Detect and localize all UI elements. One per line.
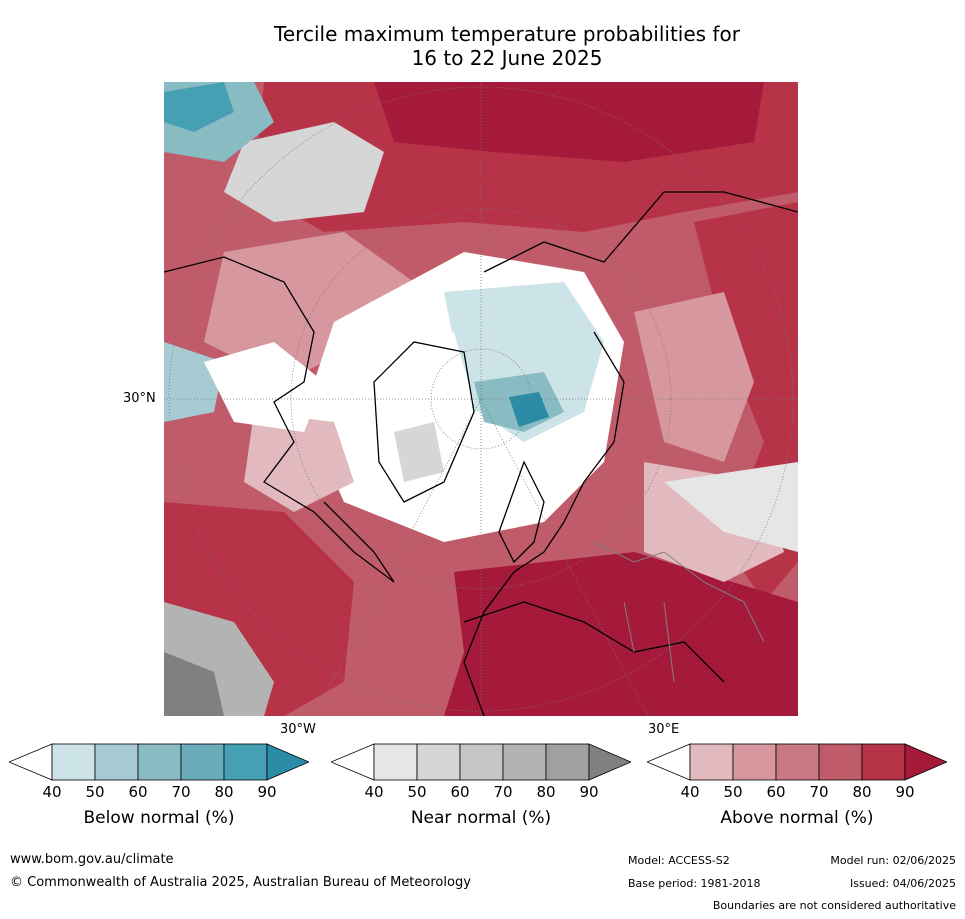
colorbar-cell xyxy=(51,743,96,781)
colorbar-below-cells xyxy=(9,743,309,781)
tick-label: 60 xyxy=(450,783,470,801)
region-near-normal-asia xyxy=(664,462,798,552)
colorbar-cell xyxy=(861,743,906,781)
colorbar-extend-high xyxy=(588,743,631,781)
colorbar-cell xyxy=(373,743,418,781)
colorbar-near-ticks: 40 50 60 70 80 90 xyxy=(331,783,631,803)
colorbar-extend-low xyxy=(9,743,53,781)
colorbar-cell xyxy=(775,743,820,781)
tick-label: 80 xyxy=(852,783,872,801)
region-light-red-band xyxy=(204,232,414,382)
tick-label: 90 xyxy=(579,783,599,801)
colorbar-below-normal: 40 50 60 70 80 90 Below normal (%) xyxy=(9,742,309,828)
colorbar-cell xyxy=(416,743,461,781)
region-above-deep-pacific xyxy=(374,82,764,162)
footer-issued: Issued: 04/06/2025 xyxy=(849,877,956,890)
coastline-greenland xyxy=(373,341,475,503)
tick-label: 70 xyxy=(493,783,513,801)
region-near-normal-bering xyxy=(224,122,384,222)
colorbar-above-label: Above normal (%) xyxy=(720,808,874,828)
tick-label: 40 xyxy=(42,783,62,801)
region-above-europe xyxy=(444,552,798,716)
tick-label: 50 xyxy=(723,783,743,801)
colorbar-extend-high xyxy=(904,743,947,781)
footer-url[interactable]: www.bom.gov.au/climate xyxy=(10,852,174,867)
tick-label: 40 xyxy=(364,783,384,801)
footer-model: Model: ACCESS-S2 xyxy=(628,854,730,867)
region-light-red-siberia xyxy=(634,292,754,462)
national-borders xyxy=(593,541,765,683)
colorbar-above-cells xyxy=(647,743,947,781)
tick-label: 90 xyxy=(895,783,915,801)
tick-label: 50 xyxy=(85,783,105,801)
colorbar-cell xyxy=(732,743,777,781)
tick-label: 80 xyxy=(214,783,234,801)
colorbar-below-ticks: 40 50 60 70 80 90 xyxy=(9,783,309,803)
tick-label: 50 xyxy=(407,783,427,801)
colorbar-cell xyxy=(94,743,139,781)
colorbar-extend-low xyxy=(331,743,375,781)
colorbar-near-label: Near normal (%) xyxy=(410,808,552,828)
colorbar-below-label: Below normal (%) xyxy=(83,808,235,828)
region-below-alaska-dark xyxy=(164,82,234,132)
coastline-eurasia xyxy=(463,191,798,716)
colorbar-cell xyxy=(459,743,504,781)
footer-model-run: Model run: 02/06/2025 xyxy=(830,854,956,867)
region-greenland xyxy=(364,332,474,482)
coastline-mediterranean xyxy=(463,601,725,683)
tick-label: 40 xyxy=(680,783,700,801)
region-near-normal-greenland xyxy=(394,422,444,482)
colorbar-near-normal: 40 50 60 70 80 90 Near normal (%) xyxy=(331,742,631,828)
colorbar-near-cells xyxy=(331,743,631,781)
footer-copyright: © Commonwealth of Australia 2025, Austra… xyxy=(10,875,471,890)
colorbar-cell xyxy=(223,743,268,781)
colorbar-cell xyxy=(180,743,225,781)
coastline-north-america xyxy=(164,256,395,583)
probability-map[interactable] xyxy=(164,82,798,716)
tick-label: 70 xyxy=(171,783,191,801)
coastline-scandinavia xyxy=(498,460,545,564)
colorbar-cell xyxy=(545,743,590,781)
footer-base-period: Base period: 1981-2018 xyxy=(628,877,761,890)
pole-circle-30N xyxy=(168,86,794,712)
region-near-normal-dark xyxy=(164,652,224,716)
tick-label: 80 xyxy=(536,783,556,801)
colorbar-cell xyxy=(689,743,734,781)
lat-label-30N: 30°N xyxy=(123,391,156,406)
colorbar-above-normal: 40 50 60 70 80 90 Above normal (%) xyxy=(647,742,947,828)
colorbar-extend-low xyxy=(647,743,691,781)
map-title: Tercile maximum temperature probabilitie… xyxy=(164,22,850,70)
colorbar-cell xyxy=(818,743,863,781)
lon-label-30E: 30°E xyxy=(648,722,680,737)
tick-label: 60 xyxy=(766,783,786,801)
tick-label: 70 xyxy=(809,783,829,801)
colorbar-cell xyxy=(502,743,547,781)
colorbar-above-ticks: 40 50 60 70 80 90 xyxy=(647,783,947,803)
lon-label-30W: 30°W xyxy=(280,722,316,737)
tick-label: 90 xyxy=(257,783,277,801)
colorbar-cell xyxy=(137,743,182,781)
title-line-2: 16 to 22 June 2025 xyxy=(411,46,603,70)
colorbar-extend-high xyxy=(266,743,309,781)
region-canada-white xyxy=(204,342,324,432)
footer-disclaimer: Boundaries are not considered authoritat… xyxy=(712,899,956,912)
title-line-1: Tercile maximum temperature probabilitie… xyxy=(274,22,740,46)
tick-label: 60 xyxy=(128,783,148,801)
region-below-arctic-dark xyxy=(509,392,549,427)
